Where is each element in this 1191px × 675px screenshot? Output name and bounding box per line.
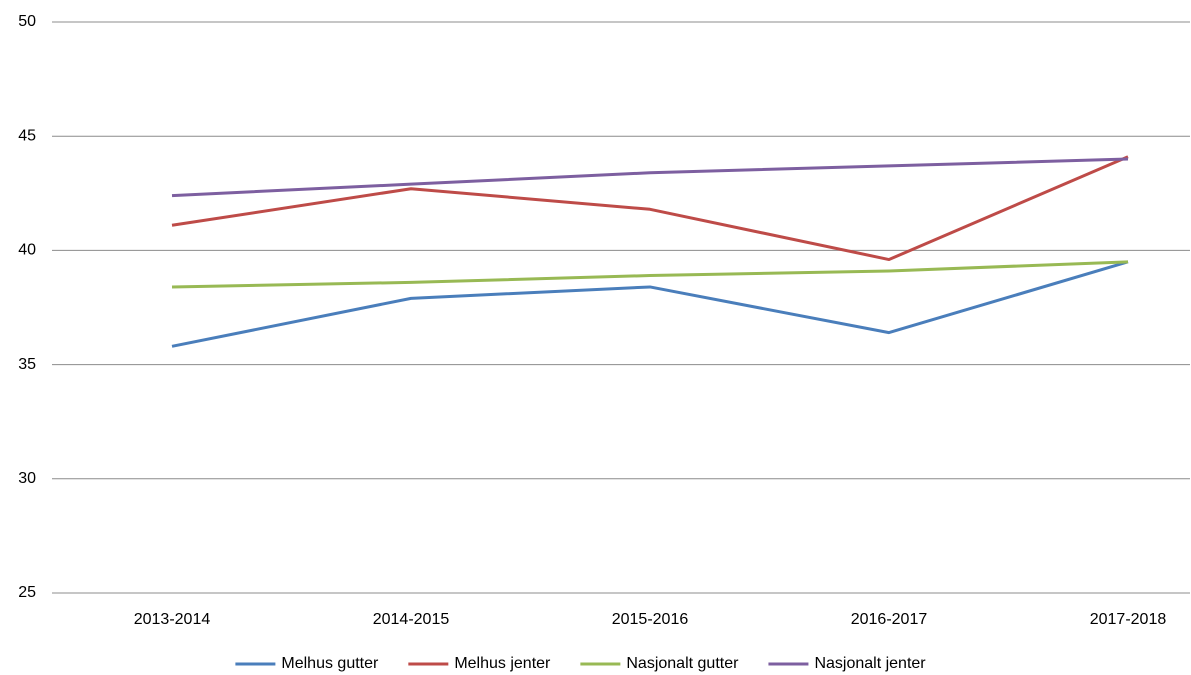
y-tick-label: 30 bbox=[18, 470, 36, 487]
x-tick-label: 2017-2018 bbox=[1090, 611, 1167, 628]
x-tick-label: 2016-2017 bbox=[851, 611, 928, 628]
legend-label: Nasjonalt jenter bbox=[814, 655, 926, 672]
x-tick-label: 2013-2014 bbox=[134, 611, 211, 628]
line-series bbox=[171, 260, 1129, 348]
x-tick-label: 2014-2015 bbox=[373, 611, 450, 628]
legend-label: Nasjonalt gutter bbox=[626, 655, 739, 672]
y-tick-label: 40 bbox=[18, 242, 36, 259]
line-series bbox=[171, 260, 1129, 289]
line-series bbox=[171, 157, 1129, 198]
y-tick-label: 50 bbox=[18, 13, 36, 30]
y-tick-label: 35 bbox=[18, 356, 36, 373]
legend-label: Melhus jenter bbox=[454, 655, 551, 672]
y-tick-label: 45 bbox=[18, 127, 36, 144]
line-series bbox=[171, 155, 1129, 262]
x-tick-label: 2015-2016 bbox=[612, 611, 689, 628]
legend-label: Melhus gutter bbox=[281, 655, 379, 672]
y-tick-label: 25 bbox=[18, 584, 36, 601]
